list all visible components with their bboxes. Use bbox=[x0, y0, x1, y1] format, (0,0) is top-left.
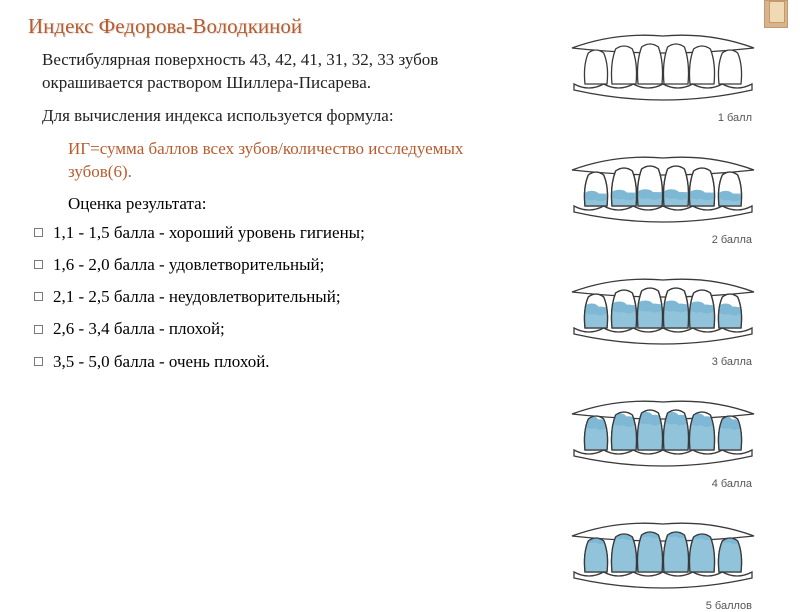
teeth-score-label: 3 балла bbox=[712, 356, 758, 368]
list-item: 3,5 - 5,0 балла - очень плохой. bbox=[34, 351, 492, 372]
teeth-diagram-row: 2 балла bbox=[548, 152, 758, 246]
teeth-score-label: 1 балл bbox=[718, 112, 758, 124]
teeth-svg bbox=[568, 152, 758, 232]
bullet-icon bbox=[34, 228, 43, 237]
list-item: 2,1 - 2,5 балла - неудовлетворительный; bbox=[34, 286, 492, 307]
intro-paragraph: Вестибулярная поверхность 43, 42, 41, 31… bbox=[28, 49, 492, 95]
teeth-score-label: 4 балла bbox=[712, 478, 758, 490]
teeth-score-label: 5 баллов bbox=[706, 600, 758, 612]
teeth-diagram-row: 5 баллов bbox=[548, 518, 758, 612]
bullet-icon bbox=[34, 325, 43, 334]
teeth-diagram-row: 4 балла bbox=[548, 396, 758, 490]
scale-text: 2,1 - 2,5 балла - неудовлетворительный; bbox=[53, 286, 341, 307]
corner-tab bbox=[764, 0, 788, 28]
teeth-diagram-row: 3 балла bbox=[548, 274, 758, 368]
teeth-svg bbox=[568, 396, 758, 476]
evaluation-label: Оценка результата: bbox=[28, 194, 492, 214]
teeth-diagram-row: 1 балл bbox=[548, 30, 758, 124]
bullet-icon bbox=[34, 357, 43, 366]
scale-text: 2,6 - 3,4 балла - плохой; bbox=[53, 318, 225, 339]
teeth-svg bbox=[568, 274, 758, 354]
slide-content: Индекс Федорова-Володкиной Вестибулярная… bbox=[0, 0, 520, 401]
bullet-icon bbox=[34, 260, 43, 269]
formula-text: ИГ=сумма баллов всех зубов/количество ис… bbox=[28, 138, 492, 184]
scale-text: 1,1 - 1,5 балла - хороший уровень гигиен… bbox=[53, 222, 365, 243]
scale-text: 1,6 - 2,0 балла - удовлетворительный; bbox=[53, 254, 324, 275]
list-item: 1,1 - 1,5 балла - хороший уровень гигиен… bbox=[34, 222, 492, 243]
page-title: Индекс Федорова-Володкиной bbox=[28, 14, 492, 39]
teeth-svg bbox=[568, 518, 758, 598]
list-item: 1,6 - 2,0 балла - удовлетворительный; bbox=[34, 254, 492, 275]
scale-text: 3,5 - 5,0 балла - очень плохой. bbox=[53, 351, 270, 372]
teeth-score-label: 2 балла bbox=[712, 234, 758, 246]
teeth-diagram-column: 1 балл 2 балла 3 балла 4 балла 5 баллов bbox=[548, 30, 758, 612]
bullet-icon bbox=[34, 292, 43, 301]
teeth-svg bbox=[568, 30, 758, 110]
scale-list: 1,1 - 1,5 балла - хороший уровень гигиен… bbox=[28, 222, 492, 372]
formula-intro: Для вычисления индекса используется форм… bbox=[28, 105, 492, 128]
list-item: 2,6 - 3,4 балла - плохой; bbox=[34, 318, 492, 339]
